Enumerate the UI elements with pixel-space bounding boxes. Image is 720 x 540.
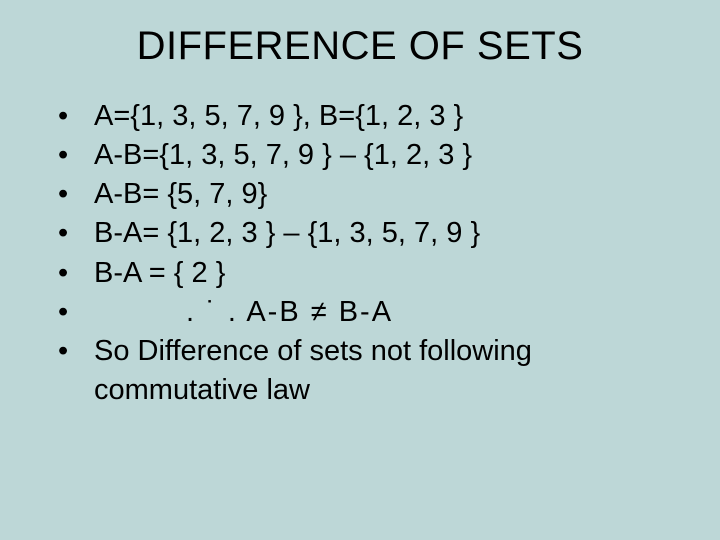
bullet-list: A={1, 3, 5, 7, 9 }, B={1, 2, 3 } A-B={1,… bbox=[50, 97, 670, 410]
list-item: A-B={1, 3, 5, 7, 9 } – {1, 2, 3 } bbox=[58, 136, 670, 175]
bullet-text: B-A = { 2 } bbox=[94, 257, 225, 289]
bullet-text: A={1, 3, 5, 7, 9 }, B={1, 2, 3 } bbox=[94, 100, 463, 132]
bullet-text: A-B={1, 3, 5, 7, 9 } – {1, 2, 3 } bbox=[94, 139, 472, 171]
bullet-text: So Difference of sets not following comm… bbox=[94, 335, 532, 406]
slide-title: DIFFERENCE OF SETS bbox=[50, 24, 670, 69]
slide: DIFFERENCE OF SETS A={1, 3, 5, 7, 9 }, B… bbox=[0, 0, 720, 540]
bullet-text: B-A= {1, 2, 3 } – {1, 3, 5, 7, 9 } bbox=[94, 217, 480, 249]
list-item: So Difference of sets not following comm… bbox=[58, 332, 670, 410]
list-item: B-A = { 2 } bbox=[58, 254, 670, 293]
bullet-text: A-B= {5, 7, 9} bbox=[94, 178, 267, 210]
list-item: A-B= {5, 7, 9} bbox=[58, 175, 670, 214]
list-item: B-A= {1, 2, 3 } – {1, 3, 5, 7, 9 } bbox=[58, 214, 670, 253]
bullet-text: . ˙ . A-B ≠ B-A bbox=[186, 296, 393, 328]
list-item: . ˙ . A-B ≠ B-A bbox=[58, 293, 670, 332]
list-item: A={1, 3, 5, 7, 9 }, B={1, 2, 3 } bbox=[58, 97, 670, 136]
